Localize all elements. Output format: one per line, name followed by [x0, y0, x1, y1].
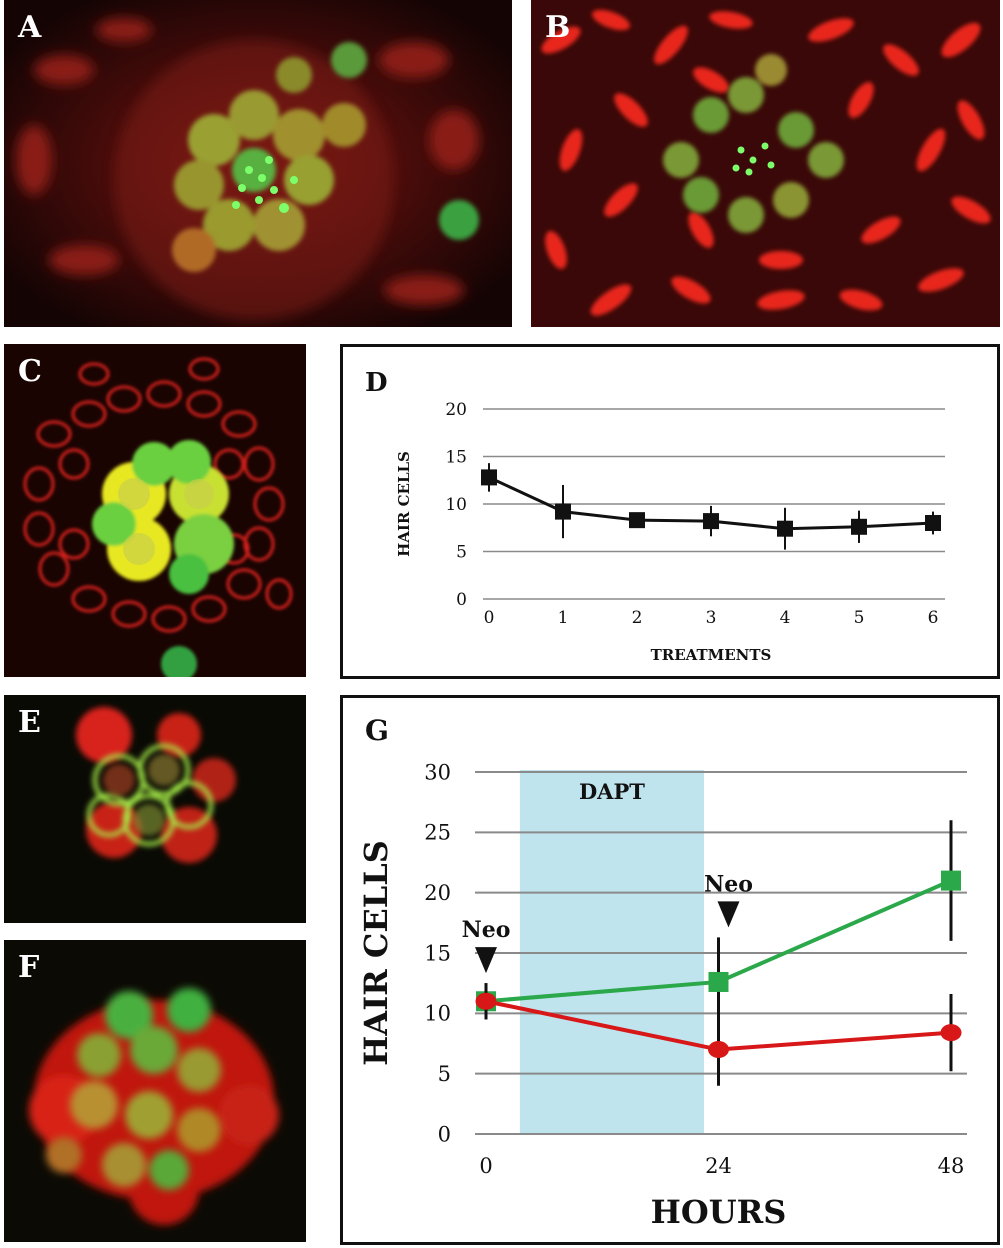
micrograph-panel-b: B [531, 0, 1000, 327]
micrograph-panel-e: E [4, 695, 306, 923]
chart-d-data-point [555, 503, 571, 520]
chart-g-shaded-region-label: DAPT [579, 779, 645, 804]
chart-g-data-point [940, 1024, 962, 1042]
chart-d-data-point [481, 469, 497, 486]
chart-d-x-tick-label: 0 [484, 608, 495, 628]
panel-label-b: B [545, 10, 571, 45]
chart-d-y-tick-label: 20 [445, 400, 467, 420]
chart-d-data-point [629, 512, 645, 529]
chart-g-x-tick-label: 48 [938, 1154, 965, 1178]
chart-g-svg: G DAPT 0 5 10 15 20 25 30 0 24 48 HOURS HAIR CELLS Ne… [357, 714, 967, 1231]
chart-panel-g: G DAPT 0 5 10 15 20 25 30 0 24 48 HOURS HAIR CELLS Ne… [340, 695, 1000, 1245]
chart-d-x-tick-label: 5 [854, 608, 865, 628]
chart-g-data-point [708, 1041, 729, 1059]
chart-g-y-tick-label: 5 [438, 1062, 451, 1086]
chart-g-x-tick-label: 0 [479, 1154, 492, 1178]
chart-g-data-point [941, 870, 961, 891]
chart-d-x-tick-label: 3 [706, 608, 717, 628]
chart-g-y-tick-label: 30 [424, 760, 451, 784]
chart-d-x-axis-label: TREATMENTS [651, 646, 772, 664]
micrograph-b-image [531, 0, 1000, 327]
chart-d-y-tick-label: 10 [445, 495, 467, 515]
chart-g-x-tick-label: 24 [705, 1154, 732, 1178]
micrograph-a-image [4, 0, 512, 327]
chart-d-x-tick-label: 6 [928, 608, 939, 628]
panel-label-a: A [18, 10, 42, 45]
chart-d-data-point [777, 520, 793, 537]
chart-d-y-tick-label: 5 [456, 542, 467, 562]
chart-g-x-axis-label: HOURS [651, 1193, 787, 1231]
micrograph-panel-f: F [4, 940, 306, 1242]
chart-g-y-tick-label: 10 [424, 1002, 451, 1026]
panel-label-c: C [18, 354, 42, 389]
chart-d-data-point [925, 515, 941, 531]
chart-g-annotation-arrow [717, 901, 740, 928]
chart-d-data-point [851, 518, 867, 535]
panel-label-e: E [18, 705, 41, 740]
chart-g-annotation-label: Neo [462, 917, 511, 943]
micrograph-panel-a: A [4, 0, 512, 327]
chart-g-panel-label: G [365, 714, 389, 747]
chart-g-y-axis-label: HAIR CELLS [357, 840, 395, 1066]
micrograph-panel-c: C [4, 344, 306, 677]
chart-d-x-tick-label: 4 [780, 608, 791, 628]
micrograph-f-image [4, 940, 306, 1242]
micrograph-c-image [4, 344, 306, 677]
chart-g-annotation-arrow [475, 947, 497, 974]
chart-g-y-tick-label: 20 [424, 881, 451, 905]
chart-panel-d: D 0 5 10 15 20 0 1 2 3 4 5 6 TREATMENTS HAIR CELLS [340, 344, 1000, 679]
micrograph-e-image [4, 695, 306, 923]
chart-d-y-tick-label: 0 [456, 590, 467, 610]
chart-d-panel-label: D [365, 368, 388, 398]
chart-g-data-point [708, 971, 729, 992]
chart-g-y-tick-label: 15 [424, 941, 451, 965]
chart-d-data-point [703, 513, 719, 530]
chart-g-annotation-label: Neo [704, 871, 753, 897]
chart-g-y-tick-label: 25 [424, 821, 451, 845]
chart-d-y-axis-label: HAIR CELLS [395, 451, 413, 557]
chart-d-x-tick-label: 2 [632, 608, 643, 628]
chart-d-svg: D 0 5 10 15 20 0 1 2 3 4 5 6 TREATMENTS HAIR CELLS [365, 368, 945, 664]
chart-d-y-tick-label: 15 [445, 447, 467, 467]
panel-label-f: F [18, 950, 40, 985]
chart-d-x-tick-label: 1 [558, 608, 569, 628]
chart-g-data-point [475, 992, 497, 1010]
chart-g-y-tick-label: 0 [438, 1122, 451, 1146]
